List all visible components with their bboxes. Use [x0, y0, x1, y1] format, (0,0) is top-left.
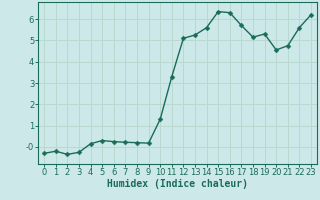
X-axis label: Humidex (Indice chaleur): Humidex (Indice chaleur): [107, 179, 248, 189]
